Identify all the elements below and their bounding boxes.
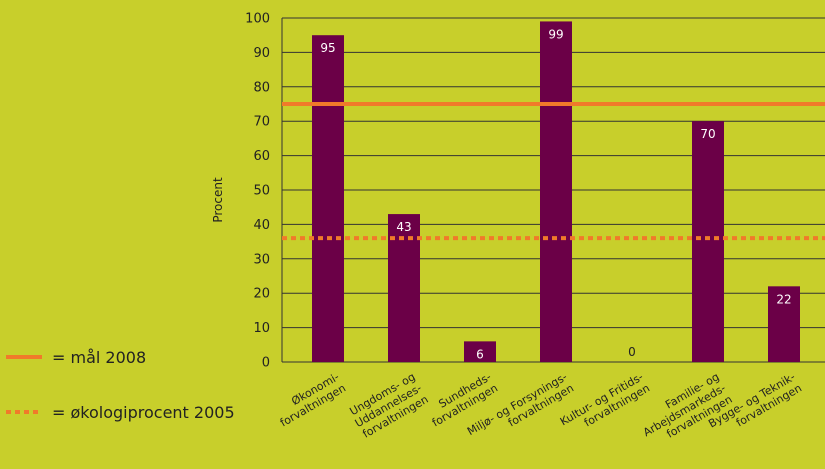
bar-value-label: 43 [396, 220, 411, 234]
bar-value-label: 0 [628, 345, 636, 359]
y-tick-label: 20 [253, 287, 270, 302]
legend-entry: = mål 2008 [52, 348, 146, 367]
legend: = mål 2008 = økologiprocent 2005 [6, 348, 235, 422]
x-tick-label: Kultur- og Fritids-forvaltningen [558, 370, 652, 439]
x-tick-label: Økonomi-forvaltningen [271, 370, 348, 429]
y-tick-label: 60 [253, 149, 270, 164]
bar [692, 121, 724, 362]
x-category-label: Ungdoms- ogUddannelses-forvaltningen [346, 370, 430, 441]
reference-lines-layer [282, 102, 825, 241]
y-tick-label: 10 [253, 321, 270, 336]
y-tick-label: 40 [253, 218, 270, 233]
bars-layer [312, 21, 800, 362]
y-tick-label: 70 [253, 115, 270, 130]
legend-entry: = økologiprocent 2005 [52, 403, 235, 422]
y-tick-label: 30 [253, 252, 270, 267]
bar [464, 341, 496, 362]
x-category-label: Kultur- og Fritids-forvaltningen [558, 370, 652, 439]
y-tick-label: 0 [262, 356, 270, 371]
x-category-label: Familie- ogArbejdsmarkeds-forvaltningen [634, 370, 735, 450]
bar-value-label: 95 [320, 41, 335, 55]
bar-value-label: 99 [548, 27, 563, 41]
x-tick-label: Ungdoms- ogUddannelses-forvaltningen [346, 370, 430, 441]
bar-value-label: 22 [776, 292, 791, 306]
y-tick-label: 90 [253, 46, 270, 61]
x-tick-label: Familie- ogArbejdsmarkeds-forvaltningen [634, 370, 734, 450]
bar [312, 35, 344, 362]
y-tick-label: 80 [253, 80, 270, 95]
bar-value-label: 70 [700, 127, 715, 141]
y-tick-label: 100 [245, 12, 270, 27]
y-axis-label: Procent [211, 177, 225, 223]
y-tick-label: 50 [253, 184, 270, 199]
x-category-label: Økonomi-forvaltningen [271, 370, 348, 429]
bar [768, 286, 800, 362]
bar-value-label: 6 [476, 347, 484, 361]
bar [540, 21, 572, 362]
